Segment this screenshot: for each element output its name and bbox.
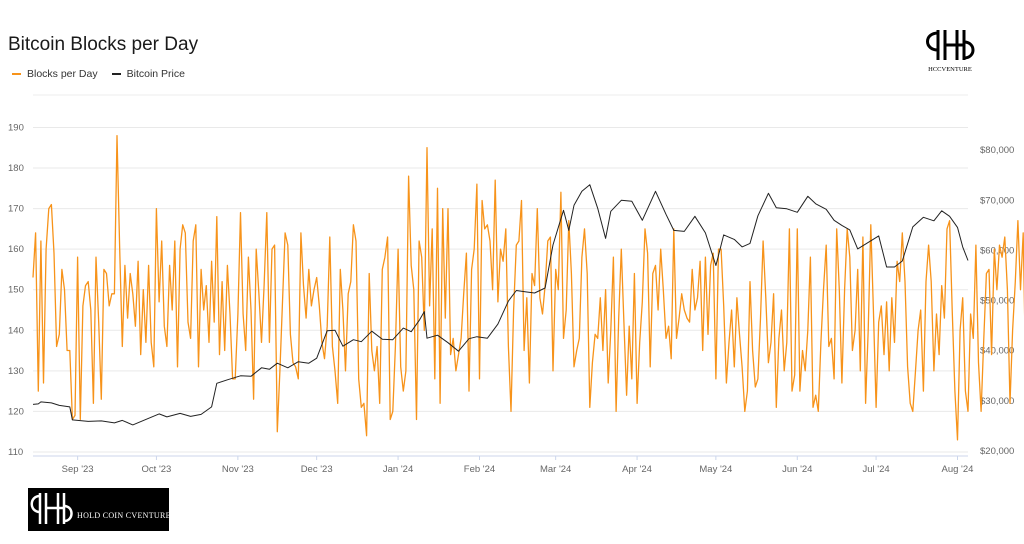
left-tick-label: 140 xyxy=(8,325,24,336)
bitcoin-price-line xyxy=(32,184,969,426)
left-tick-label: 110 xyxy=(8,447,23,458)
legend-label-blocks: Blocks per Day xyxy=(27,68,98,80)
left-tick-label: 150 xyxy=(8,285,24,296)
hold-coin-cventure-logo: HOLD COIN CVENTURE xyxy=(28,488,171,531)
legend-item-price[interactable]: Bitcoin Price xyxy=(111,68,185,80)
right-tick-label: $30,000 xyxy=(980,396,1014,407)
x-tick-label: Apr '24 xyxy=(622,464,652,475)
left-tick-label: 160 xyxy=(8,244,24,255)
x-tick-label: May '24 xyxy=(699,464,732,475)
left-axis-ticks: 110 120 130 140 150 160 170 180 190 xyxy=(8,122,24,457)
legend-swatch-price xyxy=(111,73,121,75)
right-tick-label: $80,000 xyxy=(980,145,1014,156)
x-tick-label: Jul '24 xyxy=(862,464,889,475)
x-tick-label: Oct '23 xyxy=(142,464,172,475)
x-tick-label: Dec '23 xyxy=(301,464,333,475)
right-tick-label: $50,000 xyxy=(980,296,1014,307)
legend: Blocks per Day Bitcoin Price xyxy=(12,68,185,80)
x-tick-label: Jan '24 xyxy=(383,464,413,475)
right-tick-label: $60,000 xyxy=(980,245,1014,256)
right-tick-label: $20,000 xyxy=(980,446,1014,457)
logo-top-caption: HCCVENTURE xyxy=(928,66,972,73)
x-tick-label: Nov '23 xyxy=(222,464,254,475)
hccventure-logo: HCCVENTURE xyxy=(920,28,980,74)
series-bitcoin-price xyxy=(32,184,969,426)
logo-bottom-caption: HOLD COIN CVENTURE xyxy=(77,511,169,520)
chart-title: Bitcoin Blocks per Day xyxy=(8,34,199,55)
right-axis-ticks: $20,000 $30,000 $40,000 $50,000 $60,000 $70,0… xyxy=(980,145,1014,457)
x-axis-ticks: Sep '23 Oct '23 Nov '23 Dec '23 Jan '24 Feb '… xyxy=(62,456,974,475)
x-tick-label: Jun '24 xyxy=(782,464,812,475)
legend-swatch-blocks xyxy=(12,73,21,75)
x-tick-label: Mar '24 xyxy=(540,464,571,475)
left-tick-label: 120 xyxy=(8,406,24,417)
x-tick-label: Feb '24 xyxy=(464,464,495,475)
logo-monogram-icon: HCCVENTURE xyxy=(926,30,975,73)
x-tick-label: Sep '23 xyxy=(62,464,94,475)
logo-bottom-monogram-icon: HOLD COIN CVENTURE xyxy=(30,493,171,524)
series-blocks-per-day xyxy=(32,134,1024,441)
legend-label-price: Bitcoin Price xyxy=(126,68,185,80)
right-tick-label: $40,000 xyxy=(980,346,1014,357)
right-tick-label: $70,000 xyxy=(980,195,1014,206)
left-tick-label: 170 xyxy=(8,204,24,215)
legend-item-blocks[interactable]: Blocks per Day xyxy=(12,68,98,80)
left-tick-label: 130 xyxy=(8,366,24,377)
x-tick-label: Aug '24 xyxy=(942,464,974,475)
left-tick-label: 190 xyxy=(8,122,24,133)
left-tick-label: 180 xyxy=(8,163,24,174)
blocks-per-day-line xyxy=(32,134,1024,441)
